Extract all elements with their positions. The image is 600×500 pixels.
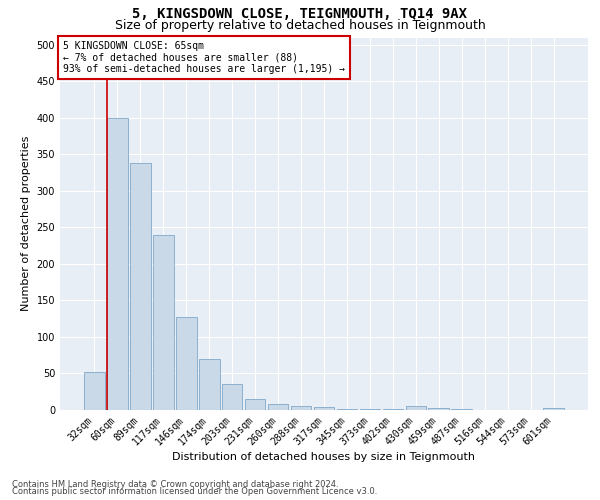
Bar [268, 404, 289, 410]
Bar [222, 384, 242, 410]
Bar [84, 372, 104, 410]
Bar [314, 407, 334, 410]
Y-axis label: Number of detached properties: Number of detached properties [21, 136, 31, 312]
Bar [337, 408, 358, 410]
Bar [544, 408, 564, 410]
Bar [176, 316, 197, 410]
Bar [199, 359, 220, 410]
X-axis label: Distribution of detached houses by size in Teignmouth: Distribution of detached houses by size … [173, 452, 476, 462]
Bar [107, 118, 128, 410]
Bar [290, 406, 311, 410]
Bar [428, 408, 449, 410]
Text: 5 KINGSDOWN CLOSE: 65sqm
← 7% of detached houses are smaller (88)
93% of semi-de: 5 KINGSDOWN CLOSE: 65sqm ← 7% of detache… [62, 41, 344, 74]
Bar [406, 406, 426, 410]
Bar [245, 399, 265, 410]
Text: 5, KINGSDOWN CLOSE, TEIGNMOUTH, TQ14 9AX: 5, KINGSDOWN CLOSE, TEIGNMOUTH, TQ14 9AX [133, 8, 467, 22]
Text: Size of property relative to detached houses in Teignmouth: Size of property relative to detached ho… [115, 19, 485, 32]
Text: Contains public sector information licensed under the Open Government Licence v3: Contains public sector information licen… [12, 487, 377, 496]
Text: Contains HM Land Registry data © Crown copyright and database right 2024.: Contains HM Land Registry data © Crown c… [12, 480, 338, 489]
Bar [153, 234, 173, 410]
Bar [130, 163, 151, 410]
